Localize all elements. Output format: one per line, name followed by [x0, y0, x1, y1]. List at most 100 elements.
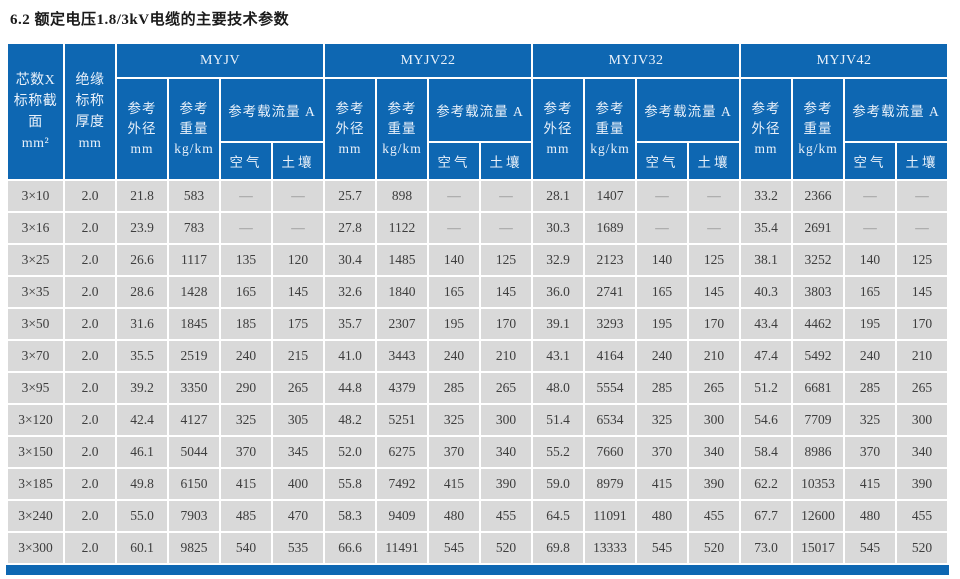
value-cell: 520: [897, 533, 947, 563]
value-cell: 55.2: [533, 437, 583, 467]
value-cell: 67.7: [741, 501, 791, 531]
header-insulation-thickness: 绝缘 标称 厚度 mm: [65, 44, 115, 179]
value-cell: 58.3: [325, 501, 375, 531]
value-cell: 28.6: [117, 277, 167, 307]
header-core-size: 芯数X 标称截 面 mm²: [8, 44, 63, 179]
value-cell: 1428: [169, 277, 219, 307]
value-cell: 26.6: [117, 245, 167, 275]
value-cell: 305: [273, 405, 323, 435]
value-cell: —: [481, 181, 531, 211]
value-cell: 145: [481, 277, 531, 307]
value-cell: 2691: [793, 213, 843, 243]
value-cell: 13333: [585, 533, 635, 563]
value-cell: 185: [221, 309, 271, 339]
header-air-myjv42: 空气: [845, 143, 895, 179]
core-size-cell: 3×70: [8, 341, 63, 371]
value-cell: 165: [429, 277, 479, 307]
value-cell: 4379: [377, 373, 427, 403]
header-ampacity-myjv32: 参考载流量 A: [637, 79, 739, 141]
header-soil-myjv: 土壤: [273, 143, 323, 179]
value-cell: 6534: [585, 405, 635, 435]
value-cell: 165: [637, 277, 687, 307]
value-cell: —: [429, 181, 479, 211]
value-cell: 170: [897, 309, 947, 339]
value-cell: 145: [273, 277, 323, 307]
value-cell: 30.3: [533, 213, 583, 243]
header-group-myjv: MYJV: [117, 44, 323, 77]
value-cell: 285: [637, 373, 687, 403]
value-cell: 31.6: [117, 309, 167, 339]
value-cell: 165: [845, 277, 895, 307]
value-cell: 10353: [793, 469, 843, 499]
table-row: 3×35 2.0 28.6 1428 165 145 32.6 1840 165 145 36.0 2…: [8, 277, 947, 307]
value-cell: 2519: [169, 341, 219, 371]
value-cell: —: [897, 213, 947, 243]
value-cell: 140: [429, 245, 479, 275]
value-cell: —: [689, 213, 739, 243]
value-cell: —: [689, 181, 739, 211]
header-row-air-soil: 空气 土壤 空气 土壤 空气 土壤 空气 土壤: [8, 143, 947, 179]
value-cell: 48.0: [533, 373, 583, 403]
thickness-cell: 2.0: [65, 245, 115, 275]
value-cell: 1117: [169, 245, 219, 275]
value-cell: 265: [897, 373, 947, 403]
header-weight-myjv42: 参考 重量 kg/km: [793, 79, 843, 179]
value-cell: 5554: [585, 373, 635, 403]
value-cell: 55.8: [325, 469, 375, 499]
value-cell: 6150: [169, 469, 219, 499]
value-cell: 21.8: [117, 181, 167, 211]
value-cell: 370: [429, 437, 479, 467]
value-cell: 25.7: [325, 181, 375, 211]
value-cell: 52.0: [325, 437, 375, 467]
value-cell: 165: [221, 277, 271, 307]
value-cell: 340: [689, 437, 739, 467]
value-cell: 285: [845, 373, 895, 403]
value-cell: 210: [481, 341, 531, 371]
value-cell: —: [221, 213, 271, 243]
value-cell: 175: [273, 309, 323, 339]
header-soil-myjv42: 土壤: [897, 143, 947, 179]
value-cell: 340: [897, 437, 947, 467]
table-row: 3×95 2.0 39.2 3350 290 265 44.8 4379 285 265 48.0 5…: [8, 373, 947, 403]
header-air-myjv32: 空气: [637, 143, 687, 179]
value-cell: 583: [169, 181, 219, 211]
value-cell: 7903: [169, 501, 219, 531]
thickness-cell: 2.0: [65, 501, 115, 531]
value-cell: —: [845, 213, 895, 243]
thickness-cell: 2.0: [65, 213, 115, 243]
header-od-myjv: 参考 外径 mm: [117, 79, 167, 179]
value-cell: 35.4: [741, 213, 791, 243]
value-cell: 5251: [377, 405, 427, 435]
value-cell: 30.4: [325, 245, 375, 275]
value-cell: 3350: [169, 373, 219, 403]
table-row: 3×25 2.0 26.6 1117 135 120 30.4 1485 140 125 32.9 2…: [8, 245, 947, 275]
value-cell: 195: [429, 309, 479, 339]
value-cell: 2307: [377, 309, 427, 339]
value-cell: 145: [689, 277, 739, 307]
value-cell: 7660: [585, 437, 635, 467]
core-size-cell: 3×120: [8, 405, 63, 435]
value-cell: 23.9: [117, 213, 167, 243]
value-cell: 42.4: [117, 405, 167, 435]
value-cell: 265: [481, 373, 531, 403]
value-cell: 46.1: [117, 437, 167, 467]
value-cell: 120: [273, 245, 323, 275]
core-size-cell: 3×150: [8, 437, 63, 467]
value-cell: 64.5: [533, 501, 583, 531]
value-cell: 73.0: [741, 533, 791, 563]
value-cell: 8979: [585, 469, 635, 499]
core-size-cell: 3×25: [8, 245, 63, 275]
core-size-cell: 3×35: [8, 277, 63, 307]
value-cell: 47.4: [741, 341, 791, 371]
value-cell: 215: [273, 341, 323, 371]
value-cell: 345: [273, 437, 323, 467]
value-cell: 455: [481, 501, 531, 531]
value-cell: 415: [221, 469, 271, 499]
table-row: 3×240 2.0 55.0 7903 485 470 58.3 9409 480 455 64.5…: [8, 501, 947, 531]
header-ampacity-myjv22: 参考载流量 A: [429, 79, 531, 141]
value-cell: 240: [637, 341, 687, 371]
value-cell: 300: [689, 405, 739, 435]
value-cell: 2123: [585, 245, 635, 275]
value-cell: —: [637, 181, 687, 211]
page-title: 6.2 额定电压1.8/3kV电缆的主要技术参数: [10, 12, 290, 28]
